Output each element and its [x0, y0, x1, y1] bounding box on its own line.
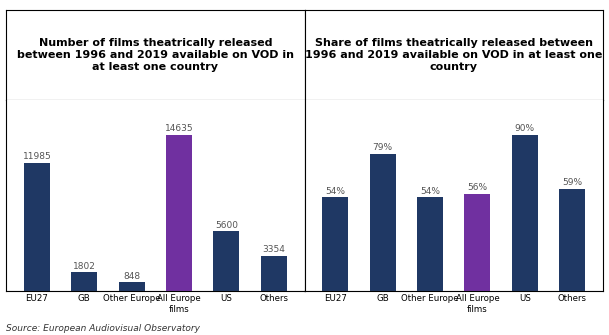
- Bar: [370, 154, 396, 291]
- Text: 59%: 59%: [562, 178, 582, 187]
- Bar: [559, 189, 585, 291]
- Text: 54%: 54%: [420, 187, 440, 196]
- Text: Source: European Audiovisual Observatory: Source: European Audiovisual Observatory: [6, 324, 200, 333]
- Bar: [417, 197, 443, 291]
- Text: 848: 848: [123, 272, 140, 281]
- Text: 90%: 90%: [515, 124, 535, 133]
- Text: Number of films theatrically released
between 1996 and 2019 available on VOD in
: Number of films theatrically released be…: [17, 39, 294, 72]
- Bar: [213, 231, 239, 291]
- Bar: [512, 135, 538, 291]
- Bar: [71, 272, 97, 291]
- Text: 11985: 11985: [23, 152, 51, 161]
- Bar: [322, 197, 348, 291]
- Text: 79%: 79%: [373, 143, 393, 152]
- Bar: [119, 282, 145, 291]
- Text: 54%: 54%: [325, 187, 345, 196]
- Text: Share of films theatrically released between
1996 and 2019 available on VOD in a: Share of films theatrically released bet…: [305, 39, 602, 72]
- Text: 3354: 3354: [262, 245, 285, 254]
- Bar: [166, 135, 192, 291]
- Text: 1802: 1802: [73, 262, 96, 271]
- Text: 56%: 56%: [467, 183, 487, 192]
- Bar: [261, 256, 287, 291]
- Text: 5600: 5600: [215, 221, 238, 230]
- Text: 14635: 14635: [164, 124, 193, 133]
- Bar: [24, 163, 50, 291]
- Bar: [464, 194, 490, 291]
